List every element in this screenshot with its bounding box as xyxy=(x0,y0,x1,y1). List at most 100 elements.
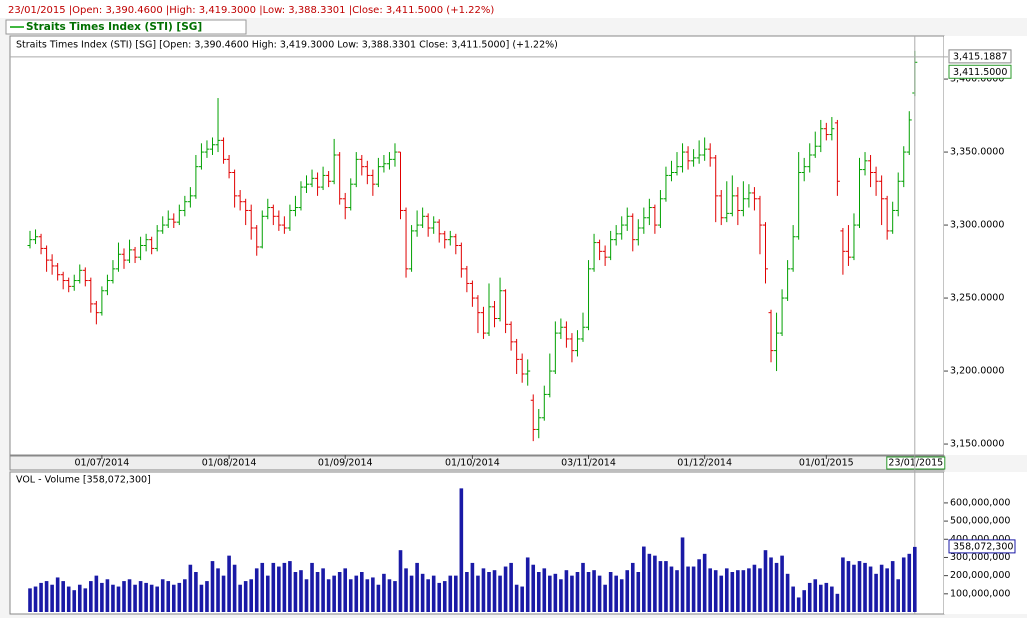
volume-bar xyxy=(409,575,414,612)
volume-bar xyxy=(271,562,276,612)
volume-bar xyxy=(404,568,408,612)
volume-bar xyxy=(581,562,585,612)
volume-bar xyxy=(160,579,165,612)
y-tick-label: 3,400.0000 xyxy=(950,74,1004,85)
volume-bar xyxy=(752,564,757,612)
volume-bar xyxy=(730,572,735,612)
volume-bar xyxy=(736,570,740,612)
price-panel xyxy=(9,35,945,456)
volume-bar xyxy=(791,586,795,612)
volume-bar xyxy=(221,575,226,612)
x-tick-label: 23/01/2015 xyxy=(888,458,943,469)
volume-bar xyxy=(188,564,193,612)
volume-bar xyxy=(177,582,182,612)
x-tick-label: 01/01/2015 xyxy=(799,458,854,469)
volume-bar xyxy=(724,568,729,612)
volume-bar xyxy=(232,564,237,612)
volume-bar xyxy=(852,564,856,612)
last-volume-box xyxy=(948,539,1016,554)
volume-bar xyxy=(719,575,724,612)
volume-bar xyxy=(835,593,840,612)
volume-bar xyxy=(155,586,159,612)
volume-bar xyxy=(238,584,242,612)
volume-bar xyxy=(332,575,336,612)
y-tick-label: 100,000,000 xyxy=(950,588,1010,599)
volume-bar xyxy=(459,488,464,612)
volume-bar xyxy=(100,582,104,612)
volume-bar xyxy=(559,579,563,612)
volume-bar xyxy=(813,579,818,612)
legend-entry: Straits Times Index (STI) [SG] xyxy=(26,21,202,33)
volume-bar xyxy=(509,562,513,612)
volume-bar xyxy=(807,582,812,612)
volume-bar xyxy=(597,575,602,612)
volume-bar xyxy=(647,553,652,612)
volume-bar xyxy=(653,555,657,612)
volume-bar xyxy=(360,572,364,612)
volume-bar xyxy=(901,557,906,612)
volume-bar xyxy=(575,572,580,612)
y-tick-label: 600,000,000 xyxy=(950,497,1010,508)
last-volume-label: 358,072,300 xyxy=(953,541,1013,552)
y-tick-label: 3,150.0000 xyxy=(950,439,1004,450)
volume-bar xyxy=(608,572,613,612)
volume-bar xyxy=(310,562,314,612)
volume-bar xyxy=(487,572,491,612)
volume-bar xyxy=(846,561,851,612)
volume-bar xyxy=(122,581,126,612)
volume-bar xyxy=(33,586,38,612)
volume-bar xyxy=(680,537,685,612)
volume-bar xyxy=(321,568,325,612)
volume-bar xyxy=(365,579,370,612)
volume-bar xyxy=(210,561,215,612)
volume-bar xyxy=(94,575,99,612)
volume-bar xyxy=(265,575,270,612)
volume-bar xyxy=(348,579,353,612)
crosshair-label-box xyxy=(948,49,1012,64)
volume-bar xyxy=(774,562,779,612)
volume-bar xyxy=(282,562,287,612)
volume-bar xyxy=(454,575,458,612)
volume-bar xyxy=(393,581,397,612)
volume-bar xyxy=(89,581,93,612)
volume-bar xyxy=(50,584,54,612)
volume-bar xyxy=(675,570,679,612)
volume-bar xyxy=(299,570,303,612)
volume-bar xyxy=(697,559,701,612)
volume-bar xyxy=(874,573,878,612)
volume-bar xyxy=(194,572,198,612)
volume-bar xyxy=(553,573,558,612)
volume-bar xyxy=(564,570,569,612)
volume-bar xyxy=(686,566,690,612)
volume-bar xyxy=(138,581,143,612)
volume-bar xyxy=(83,588,88,612)
last-close-label: 3,411.5000 xyxy=(953,67,1007,78)
y-tick-label: 3,350.0000 xyxy=(950,147,1004,158)
x-tick-label: 03/11/2014 xyxy=(561,458,616,469)
volume-bar xyxy=(288,561,292,612)
volume-bar xyxy=(492,570,497,612)
volume-bar xyxy=(592,570,596,612)
volume-bar xyxy=(343,568,348,612)
volume-bar xyxy=(542,568,547,612)
volume-bar xyxy=(293,572,298,612)
volume-bar xyxy=(658,561,663,612)
volume-bar xyxy=(442,581,447,612)
y-tick-label: 300,000,000 xyxy=(950,552,1010,563)
volume-bar xyxy=(105,579,110,612)
volume-bar xyxy=(371,577,375,612)
volume-bar xyxy=(531,564,536,612)
volume-bar xyxy=(664,561,668,612)
volume-bar xyxy=(166,581,171,612)
volume-bar xyxy=(691,566,696,612)
volume-bar xyxy=(243,581,248,612)
volume-bar xyxy=(199,584,204,612)
volume-bar xyxy=(149,584,154,612)
volume-bar xyxy=(77,584,82,612)
y-tick-label: 3,200.0000 xyxy=(950,366,1004,377)
volume-bar xyxy=(39,582,43,612)
crosshair-label: 3,415.1887 xyxy=(953,51,1007,62)
volume-bar xyxy=(741,570,746,612)
volume-bar xyxy=(498,575,502,612)
